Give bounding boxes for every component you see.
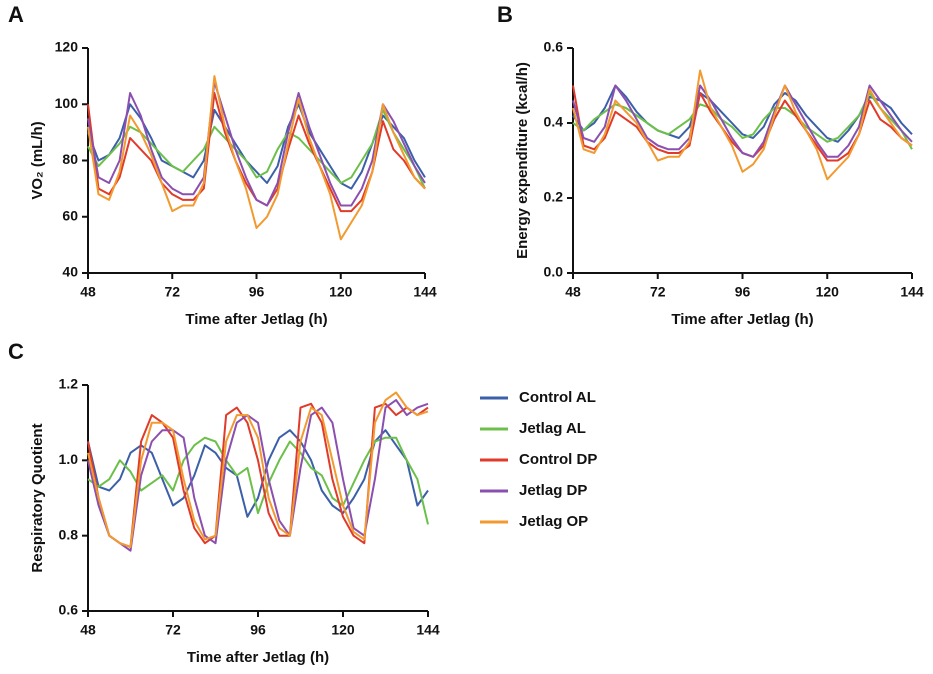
y-tick-label: 0.8	[59, 526, 79, 542]
y-tick-label: 120	[55, 39, 79, 55]
y-tick-label: 0.6	[59, 602, 79, 618]
y-axis-label: Energy expenditure (kcal/h)	[514, 62, 531, 259]
x-tick-label: 96	[250, 622, 266, 638]
y-axis-label: VO₂ (mL/h)	[29, 121, 46, 199]
x-tick-label: 120	[331, 622, 355, 638]
series-line	[87, 399, 429, 552]
x-tick-label: 144	[413, 284, 437, 300]
x-tick-label: 48	[80, 284, 96, 300]
x-tick-label: 96	[249, 284, 265, 300]
y-tick-label: 0.6	[544, 39, 564, 55]
y-tick-label: 0.0	[544, 264, 564, 280]
series-line	[87, 108, 426, 190]
y-tick-label: 0.2	[544, 189, 564, 205]
y-tick-label: 60	[62, 207, 78, 223]
series-line	[87, 80, 426, 207]
panel-label: B	[497, 2, 513, 27]
x-axis-label: Time after Jetlag (h)	[185, 311, 327, 328]
series-line	[572, 92, 913, 150]
x-tick-label: 144	[416, 622, 440, 638]
y-axis-label: Respiratory Quotient	[29, 423, 46, 572]
x-tick-label: 72	[164, 284, 180, 300]
x-tick-label: 120	[329, 284, 353, 300]
x-tick-label: 96	[735, 284, 751, 300]
series-line	[572, 84, 913, 143]
x-tick-label: 72	[165, 622, 181, 638]
y-tick-label: 1.0	[59, 451, 79, 467]
panel-label: C	[8, 339, 24, 364]
y-tick-label: 100	[55, 95, 79, 111]
x-axis-label: Time after Jetlag (h)	[187, 649, 329, 666]
series-line	[572, 69, 913, 181]
legend-label: Jetlag DP	[519, 482, 587, 499]
y-tick-label: 1.2	[59, 376, 79, 392]
legend-label: Control AL	[519, 389, 596, 406]
x-tick-label: 72	[650, 284, 666, 300]
y-tick-label: 40	[62, 264, 78, 280]
series-line	[572, 84, 913, 158]
y-tick-label: 0.4	[544, 114, 564, 130]
x-tick-label: 144	[900, 284, 924, 300]
x-tick-label: 120	[816, 284, 840, 300]
legend-label: Jetlag AL	[519, 420, 586, 437]
x-axis-label: Time after Jetlag (h)	[671, 311, 813, 328]
x-tick-label: 48	[565, 284, 581, 300]
series-line	[87, 391, 429, 548]
legend-label: Jetlag OP	[519, 513, 588, 530]
series-line	[87, 75, 426, 241]
y-tick-label: 80	[62, 151, 78, 167]
x-tick-label: 48	[80, 622, 96, 638]
panel-label: A	[8, 2, 24, 27]
legend-label: Control DP	[519, 451, 597, 468]
